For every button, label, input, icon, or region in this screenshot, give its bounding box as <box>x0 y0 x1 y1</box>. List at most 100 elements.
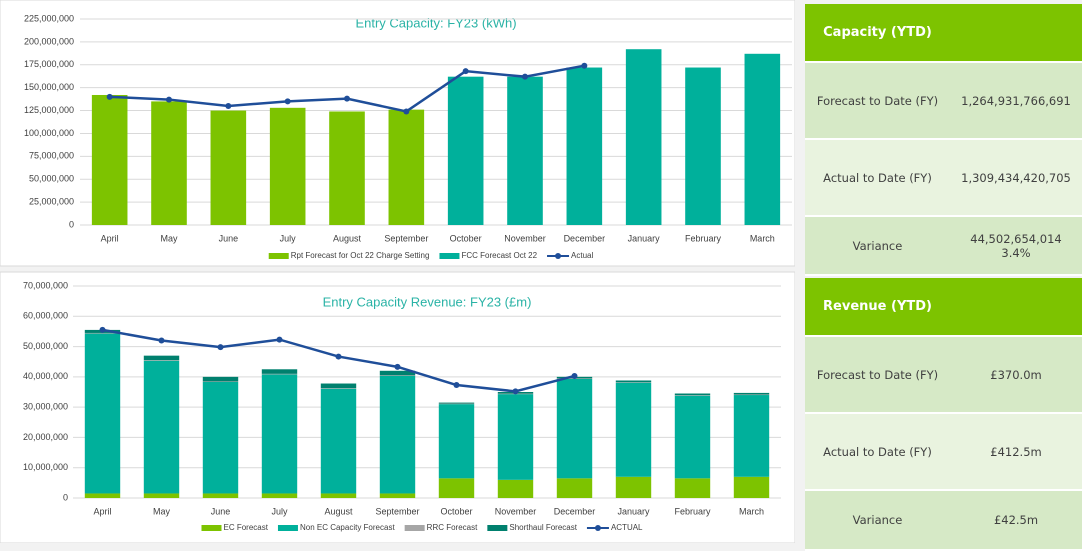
y-tick-label: 150,000,000 <box>24 82 74 92</box>
bar <box>84 332 121 334</box>
line-point <box>462 68 469 75</box>
line-point <box>217 344 224 351</box>
x-tick-label: March <box>739 506 764 516</box>
bar <box>329 111 365 225</box>
bar <box>497 479 534 498</box>
y-tick-label: 125,000,000 <box>24 105 74 115</box>
x-tick-label: June <box>211 506 231 516</box>
bar <box>733 392 770 395</box>
table-row: Variance 44,502,654,014 3.4% <box>805 217 1082 276</box>
line-point <box>571 372 578 379</box>
table-header: Revenue (YTD) <box>805 278 1082 337</box>
bar <box>744 53 781 226</box>
bar <box>320 383 357 389</box>
y-tick-label: 200,000,000 <box>24 36 74 46</box>
bar <box>556 478 593 498</box>
legend: EC Forecast Non EC Capacity Forecast RRC F… <box>201 523 643 532</box>
bar <box>674 395 711 479</box>
bar <box>202 382 239 494</box>
line-point <box>276 336 283 343</box>
row-label: Variance <box>852 238 903 253</box>
bar <box>379 370 416 376</box>
bar <box>438 478 475 498</box>
y-tick-label: 25,000,000 <box>29 196 74 206</box>
bar <box>269 107 306 225</box>
bar <box>143 360 180 494</box>
y-tick-label: 70,000,000 <box>23 280 68 290</box>
row-label: Forecast to Date (FY) <box>816 367 939 382</box>
bar <box>388 109 425 225</box>
line-point <box>284 98 291 105</box>
bar <box>91 94 128 225</box>
bar <box>379 375 416 494</box>
line-point <box>335 353 342 360</box>
bar <box>84 333 121 494</box>
x-tick-label: August <box>324 506 353 516</box>
value-line: £412.5m <box>990 444 1042 459</box>
legend-swatch <box>439 253 460 259</box>
x-tick-label: August <box>333 233 362 243</box>
table-row: Actual to Date (FY) 1,309,434,420,705 <box>805 140 1082 217</box>
bar <box>143 355 180 361</box>
bar <box>379 493 416 498</box>
bar <box>615 382 652 477</box>
x-tick-label: July <box>280 233 297 243</box>
line-point <box>394 363 401 370</box>
bar <box>143 493 180 498</box>
legend-swatch <box>268 253 289 259</box>
line-point <box>344 95 350 102</box>
bar <box>438 404 475 479</box>
bar <box>674 478 711 498</box>
bar <box>685 67 721 225</box>
y-tick-label: 75,000,000 <box>29 151 74 161</box>
legend-swatch <box>404 525 425 531</box>
legend-label: RRC Forecast <box>427 523 478 532</box>
x-tick-label: September <box>375 506 419 516</box>
value-line: 3.4% <box>1001 245 1031 260</box>
legend: Rpt Forecast for Oct 22 Charge Setting FC… <box>268 251 593 260</box>
revenue-table: Revenue (YTD) Forecast to Date (FY) £370.0… <box>805 278 1082 551</box>
y-tick-label: 10,000,000 <box>23 462 68 472</box>
legend-label: EC Forecast <box>223 523 268 532</box>
row-value: 44,502,654,014 3.4% <box>950 232 1082 260</box>
bar <box>615 476 652 498</box>
row-label: Actual to Date (FY) <box>823 444 932 459</box>
capacity-table: Capacity (YTD) Forecast to Date (FY) 1,264… <box>805 4 1082 276</box>
table-row: Actual to Date (FY) £412.5m <box>805 414 1082 491</box>
legend-label: Non EC Capacity Forecast <box>300 523 395 532</box>
legend-label: FCC Forecast Oct 22 <box>461 251 537 260</box>
x-tick-label: October <box>450 233 482 243</box>
chart-title: Entry Capacity: FY23 (kWh) <box>355 15 516 30</box>
y-tick-label: 20,000,000 <box>23 432 68 442</box>
value-line: £370.0m <box>990 367 1042 382</box>
legend-swatch <box>201 525 222 531</box>
legend-swatch <box>487 525 508 531</box>
y-tick-label: 40,000,000 <box>23 371 68 381</box>
charts: Entry Capacity: FY23 (kWh) 0 25,000,000 50,… <box>0 0 795 543</box>
x-tick-label: December <box>564 233 606 243</box>
bar <box>674 393 711 396</box>
bar <box>202 376 239 382</box>
x-tick-label: March <box>750 233 775 243</box>
bar <box>507 76 543 226</box>
bar <box>615 382 652 383</box>
y-tick-label: 50,000,000 <box>29 174 74 184</box>
value-line: 44,502,654,014 <box>970 231 1062 246</box>
bar <box>733 394 770 396</box>
line-point <box>99 326 106 333</box>
x-tick-label: October <box>440 506 472 516</box>
line-point <box>453 382 460 389</box>
bar <box>556 378 593 479</box>
bar <box>733 476 770 498</box>
line-point <box>158 337 165 344</box>
x-tick-label: February <box>685 233 722 243</box>
bar <box>151 101 187 225</box>
bar <box>320 388 357 494</box>
y-tick-label: 0 <box>69 219 74 229</box>
legend-swatch <box>555 253 562 259</box>
y-tick-label: 50,000,000 <box>23 341 68 351</box>
bar <box>438 402 475 404</box>
table-row: Forecast to Date (FY) £370.0m <box>805 337 1082 414</box>
row-label: Variance <box>852 513 903 527</box>
bar <box>261 493 298 498</box>
